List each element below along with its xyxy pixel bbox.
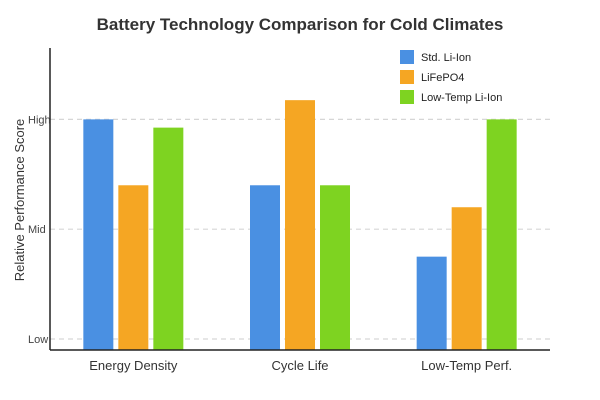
- y-axis-label: Relative Performance Score: [12, 119, 27, 282]
- y-tick-label: Low: [28, 334, 48, 346]
- legend-swatch: [400, 90, 414, 104]
- x-tick-label: Energy Density: [89, 358, 178, 373]
- legend: Std. Li-Ion LiFePO4 Low-Temp Li-Ion: [400, 50, 502, 104]
- bar-low-temp-li-ion-3: [486, 119, 517, 350]
- bar-std-li-ion-1: [83, 119, 114, 350]
- bar-lifepo4-1: [118, 185, 149, 350]
- legend-label: Std. Li-Ion: [421, 52, 471, 64]
- bars: [83, 100, 517, 350]
- bar-std-li-ion-3: [416, 256, 447, 350]
- x-tick-label: Low-Temp Perf.: [421, 358, 512, 373]
- bar-low-temp-li-ion-1: [153, 127, 184, 350]
- bar-std-li-ion-2: [250, 185, 280, 350]
- y-tick-labels: Low Mid High: [28, 114, 51, 346]
- chart-title: Battery Technology Comparison for Cold C…: [97, 15, 504, 34]
- x-tick-labels: Energy Density Cycle Life Low-Temp Perf.: [89, 358, 512, 373]
- bar-lifepo4-2: [285, 100, 315, 350]
- bar-lifepo4-3: [451, 207, 482, 350]
- legend-swatch: [400, 50, 414, 64]
- y-tick-label: High: [28, 114, 51, 126]
- x-tick-label: Cycle Life: [271, 358, 328, 373]
- legend-swatch: [400, 70, 414, 84]
- legend-label: LiFePO4: [421, 72, 464, 84]
- y-tick-label: Mid: [28, 224, 46, 236]
- bar-low-temp-li-ion-2: [320, 185, 350, 350]
- legend-label: Low-Temp Li-Ion: [421, 92, 502, 104]
